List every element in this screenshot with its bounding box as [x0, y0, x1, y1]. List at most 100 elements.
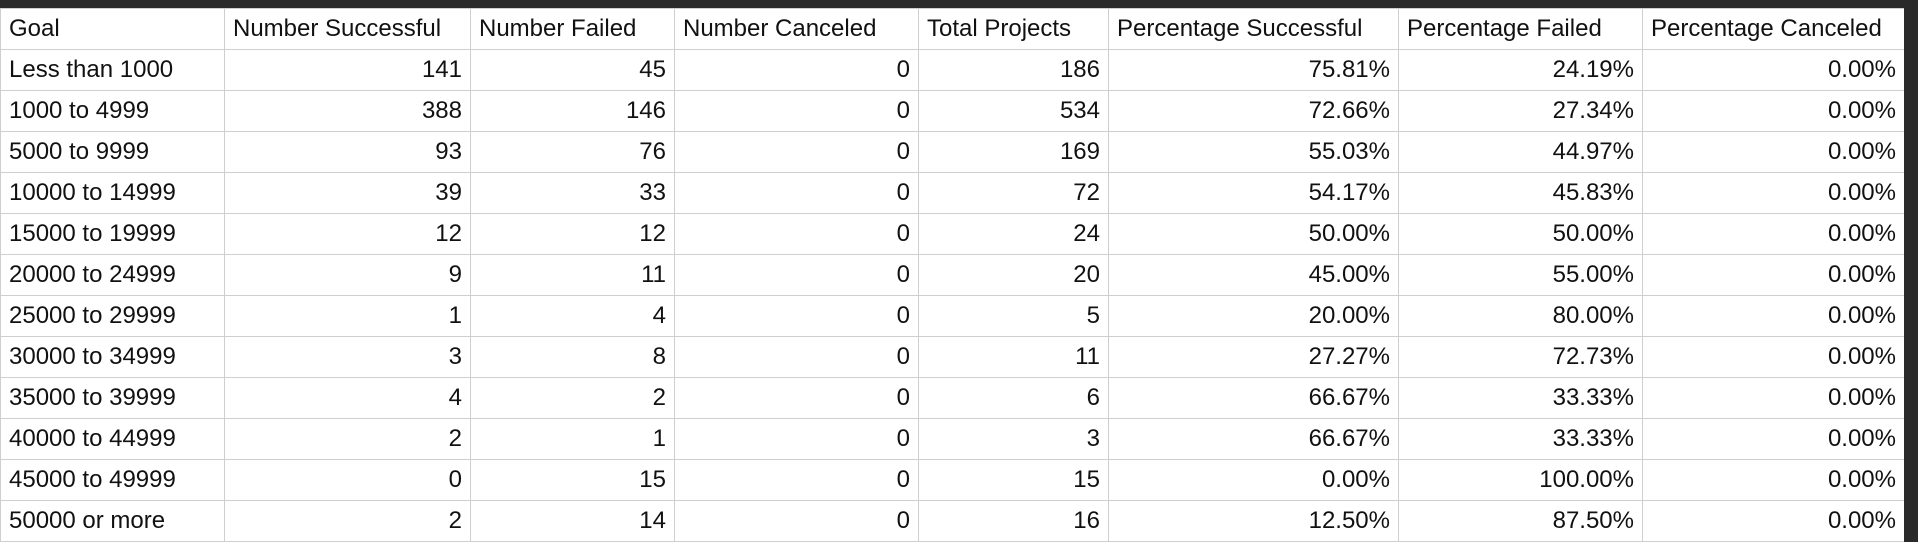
cell-goal[interactable]: 45000 to 49999: [0, 459, 225, 501]
cell-total-projects[interactable]: 534: [918, 90, 1109, 132]
cell-goal[interactable]: 5000 to 9999: [0, 131, 225, 173]
cell-number-canceled[interactable]: 0: [674, 500, 919, 542]
cell-percentage-canceled[interactable]: 0.00%: [1642, 336, 1905, 378]
cell-number-successful[interactable]: 3: [224, 336, 471, 378]
cell-percentage-canceled[interactable]: 0.00%: [1642, 254, 1905, 296]
cell-goal[interactable]: 30000 to 34999: [0, 336, 225, 378]
cell-percentage-failed[interactable]: 27.34%: [1398, 90, 1643, 132]
cell-goal[interactable]: 1000 to 4999: [0, 90, 225, 132]
cell-goal[interactable]: Less than 1000: [0, 49, 225, 91]
cell-total-projects[interactable]: 11: [918, 336, 1109, 378]
cell-number-failed[interactable]: 4: [470, 295, 675, 337]
cell-percentage-successful[interactable]: 75.81%: [1108, 49, 1399, 91]
cell-number-canceled[interactable]: 0: [674, 295, 919, 337]
cell-percentage-successful[interactable]: 66.67%: [1108, 418, 1399, 460]
cell-number-successful[interactable]: 12: [224, 213, 471, 255]
cell-percentage-failed[interactable]: 44.97%: [1398, 131, 1643, 173]
cell-number-successful[interactable]: 388: [224, 90, 471, 132]
cell-goal[interactable]: 20000 to 24999: [0, 254, 225, 296]
cell-number-failed[interactable]: 11: [470, 254, 675, 296]
header-cell-percentage-canceled[interactable]: Percentage Canceled: [1642, 8, 1905, 50]
cell-number-canceled[interactable]: 0: [674, 213, 919, 255]
cell-percentage-canceled[interactable]: 0.00%: [1642, 131, 1905, 173]
cell-percentage-successful[interactable]: 12.50%: [1108, 500, 1399, 542]
cell-goal[interactable]: 35000 to 39999: [0, 377, 225, 419]
header-cell-goal[interactable]: Goal: [0, 8, 225, 50]
cell-percentage-failed[interactable]: 45.83%: [1398, 172, 1643, 214]
cell-number-canceled[interactable]: 0: [674, 90, 919, 132]
cell-number-canceled[interactable]: 0: [674, 49, 919, 91]
header-cell-total-projects[interactable]: Total Projects: [918, 8, 1109, 50]
cell-goal[interactable]: 40000 to 44999: [0, 418, 225, 460]
cell-percentage-failed[interactable]: 24.19%: [1398, 49, 1643, 91]
cell-number-canceled[interactable]: 0: [674, 418, 919, 460]
cell-goal[interactable]: 10000 to 14999: [0, 172, 225, 214]
cell-percentage-failed[interactable]: 72.73%: [1398, 336, 1643, 378]
header-cell-number-failed[interactable]: Number Failed: [470, 8, 675, 50]
cell-number-successful[interactable]: 2: [224, 500, 471, 542]
cell-number-failed[interactable]: 146: [470, 90, 675, 132]
cell-percentage-canceled[interactable]: 0.00%: [1642, 500, 1905, 542]
cell-percentage-canceled[interactable]: 0.00%: [1642, 90, 1905, 132]
cell-number-successful[interactable]: 2: [224, 418, 471, 460]
cell-number-successful[interactable]: 0: [224, 459, 471, 501]
cell-percentage-successful[interactable]: 50.00%: [1108, 213, 1399, 255]
cell-number-failed[interactable]: 2: [470, 377, 675, 419]
cell-number-failed[interactable]: 45: [470, 49, 675, 91]
cell-number-successful[interactable]: 4: [224, 377, 471, 419]
cell-goal[interactable]: 15000 to 19999: [0, 213, 225, 255]
cell-number-successful[interactable]: 141: [224, 49, 471, 91]
cell-percentage-successful[interactable]: 54.17%: [1108, 172, 1399, 214]
cell-number-canceled[interactable]: 0: [674, 254, 919, 296]
cell-percentage-failed[interactable]: 80.00%: [1398, 295, 1643, 337]
cell-percentage-canceled[interactable]: 0.00%: [1642, 295, 1905, 337]
cell-percentage-canceled[interactable]: 0.00%: [1642, 49, 1905, 91]
cell-percentage-successful[interactable]: 66.67%: [1108, 377, 1399, 419]
cell-number-failed[interactable]: 76: [470, 131, 675, 173]
cell-total-projects[interactable]: 169: [918, 131, 1109, 173]
cell-percentage-successful[interactable]: 45.00%: [1108, 254, 1399, 296]
cell-number-canceled[interactable]: 0: [674, 172, 919, 214]
cell-number-successful[interactable]: 93: [224, 131, 471, 173]
cell-total-projects[interactable]: 6: [918, 377, 1109, 419]
cell-total-projects[interactable]: 5: [918, 295, 1109, 337]
cell-number-failed[interactable]: 1: [470, 418, 675, 460]
cell-number-failed[interactable]: 15: [470, 459, 675, 501]
header-cell-percentage-successful[interactable]: Percentage Successful: [1108, 8, 1399, 50]
cell-percentage-successful[interactable]: 27.27%: [1108, 336, 1399, 378]
cell-percentage-failed[interactable]: 50.00%: [1398, 213, 1643, 255]
header-cell-percentage-failed[interactable]: Percentage Failed: [1398, 8, 1643, 50]
cell-percentage-successful[interactable]: 20.00%: [1108, 295, 1399, 337]
cell-percentage-canceled[interactable]: 0.00%: [1642, 377, 1905, 419]
cell-number-failed[interactable]: 12: [470, 213, 675, 255]
cell-goal[interactable]: 50000 or more: [0, 500, 225, 542]
cell-number-successful[interactable]: 9: [224, 254, 471, 296]
header-cell-number-successful[interactable]: Number Successful: [224, 8, 471, 50]
cell-percentage-canceled[interactable]: 0.00%: [1642, 213, 1905, 255]
cell-percentage-canceled[interactable]: 0.00%: [1642, 459, 1905, 501]
cell-number-successful[interactable]: 1: [224, 295, 471, 337]
cell-total-projects[interactable]: 186: [918, 49, 1109, 91]
cell-percentage-failed[interactable]: 33.33%: [1398, 377, 1643, 419]
cell-goal[interactable]: 25000 to 29999: [0, 295, 225, 337]
cell-percentage-canceled[interactable]: 0.00%: [1642, 172, 1905, 214]
cell-total-projects[interactable]: 16: [918, 500, 1109, 542]
cell-number-successful[interactable]: 39: [224, 172, 471, 214]
cell-number-canceled[interactable]: 0: [674, 131, 919, 173]
cell-percentage-successful[interactable]: 72.66%: [1108, 90, 1399, 132]
cell-number-canceled[interactable]: 0: [674, 459, 919, 501]
cell-percentage-failed[interactable]: 87.50%: [1398, 500, 1643, 542]
cell-total-projects[interactable]: 72: [918, 172, 1109, 214]
cell-percentage-successful[interactable]: 55.03%: [1108, 131, 1399, 173]
cell-number-canceled[interactable]: 0: [674, 377, 919, 419]
cell-total-projects[interactable]: 3: [918, 418, 1109, 460]
cell-number-failed[interactable]: 33: [470, 172, 675, 214]
cell-percentage-failed[interactable]: 55.00%: [1398, 254, 1643, 296]
cell-percentage-failed[interactable]: 33.33%: [1398, 418, 1643, 460]
cell-percentage-failed[interactable]: 100.00%: [1398, 459, 1643, 501]
header-cell-number-canceled[interactable]: Number Canceled: [674, 8, 919, 50]
cell-total-projects[interactable]: 24: [918, 213, 1109, 255]
cell-percentage-canceled[interactable]: 0.00%: [1642, 418, 1905, 460]
cell-total-projects[interactable]: 15: [918, 459, 1109, 501]
cell-number-failed[interactable]: 8: [470, 336, 675, 378]
